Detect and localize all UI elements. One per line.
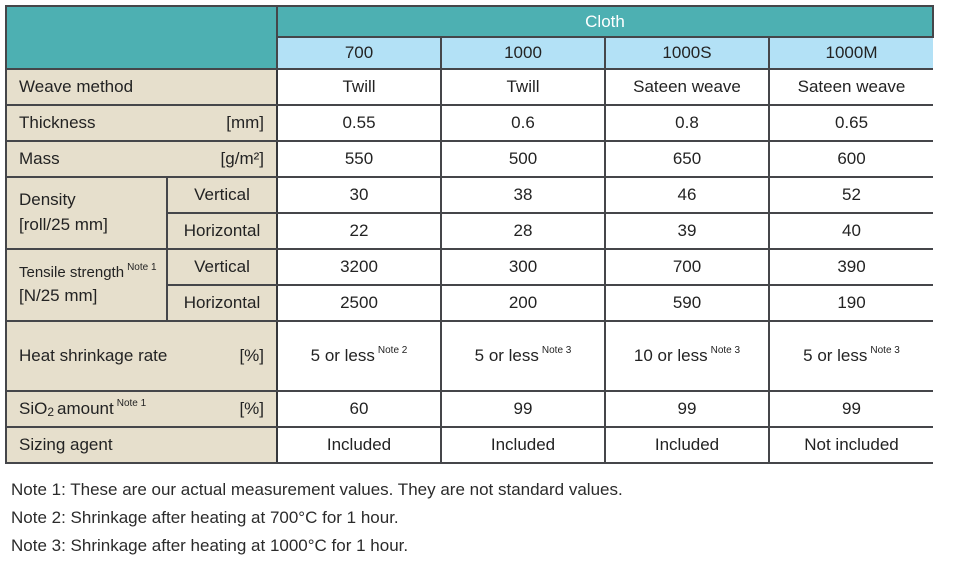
label-text: SiO2 amount Note 1: [19, 398, 147, 419]
label-text: Density: [19, 190, 76, 210]
row-label-density: Density [roll/25 mm]: [5, 176, 168, 250]
note-ref: Note 1: [127, 261, 157, 273]
cell-mass-1000m: 600: [768, 140, 933, 178]
cell-density-v-1000: 38: [440, 176, 606, 214]
row-thickness: Thickness [mm] 0.55 0.6 0.8 0.65: [5, 104, 933, 142]
cell-tensile-h-1000m: 190: [768, 284, 933, 322]
cell-density-v-700: 30: [276, 176, 442, 214]
cell-tensile-h-700: 2500: [276, 284, 442, 322]
unit-text: [g/m²]: [220, 149, 264, 168]
group-header-cloth: Cloth: [276, 5, 934, 38]
note-ref: Note 3: [710, 345, 741, 357]
row-density-horizontal: Horizontal 22 28 39 40: [6, 212, 933, 250]
cell-sizing-1000s: Included: [604, 426, 770, 464]
cell-tensile-h-1000: 200: [440, 284, 606, 322]
cell-density-v-1000s: 46: [604, 176, 770, 214]
cell-tensile-v-700: 3200: [276, 248, 442, 286]
cell-thickness-1000s: 0.8: [604, 104, 770, 142]
sublabel-tensile-horizontal: Horizontal: [166, 284, 278, 322]
column-header-1000s: 1000S: [604, 36, 770, 70]
row-label-sio2: SiO2 amount Note 1 [%]: [5, 390, 278, 428]
corner-spacer: [5, 5, 278, 70]
note-ref: Note 2: [377, 345, 408, 357]
label-text: Sizing agent: [19, 435, 113, 454]
cell-density-v-1000m: 52: [768, 176, 933, 214]
label-text: Mass: [19, 149, 60, 168]
row-label-thickness: Thickness [mm]: [5, 104, 278, 142]
row-label-sizing-agent: Sizing agent: [5, 426, 278, 464]
cell-thickness-1000: 0.6: [440, 104, 606, 142]
cell-density-h-1000: 28: [440, 212, 606, 250]
cell-tensile-v-1000m: 390: [768, 248, 933, 286]
cloth-spec-table: Cloth 700 1000 1000S 1000M Weave method …: [5, 5, 934, 464]
label-text: Heat shrinkage rate: [19, 346, 168, 365]
row-label-mass: Mass [g/m²]: [5, 140, 278, 178]
label-text: Tensile strength Note 1: [19, 261, 157, 281]
footnote-3: Note 3: Shrinkage after heating at 1000°…: [11, 536, 409, 555]
column-header-700: 700: [276, 36, 442, 70]
cell-mass-700: 550: [276, 140, 442, 178]
cell-sizing-1000: Included: [440, 426, 606, 464]
unit-text: [mm]: [226, 113, 264, 132]
header-row-models: 700 1000 1000S 1000M: [6, 36, 933, 70]
row-sizing-agent: Sizing agent Included Included Included …: [5, 426, 933, 464]
sublabel-density-vertical: Vertical: [166, 176, 278, 214]
cell-weave-700: Twill: [276, 68, 442, 106]
row-label-weave-method: Weave method: [5, 68, 278, 106]
row-sio2-amount: SiO2 amount Note 1 [%] 60 99 99 99: [5, 390, 933, 428]
row-heat-shrinkage: Heat shrinkage rate [%] 5 or less Note 2 …: [5, 320, 933, 392]
cell-tensile-v-1000: 300: [440, 248, 606, 286]
footnote-2: Note 2: Shrinkage after heating at 700°C…: [11, 508, 399, 527]
cell-sizing-1000m: Not included: [768, 426, 933, 464]
sublabel-density-horizontal: Horizontal: [166, 212, 278, 250]
cell-tensile-v-1000s: 700: [604, 248, 770, 286]
cell-sio2-700: 60: [276, 390, 442, 428]
note-ref: Note 1: [116, 398, 147, 410]
row-weave-method: Weave method Twill Twill Sateen weave Sa…: [5, 68, 933, 106]
row-label-heat-shrinkage: Heat shrinkage rate [%]: [5, 320, 278, 392]
cell-sizing-700: Included: [276, 426, 442, 464]
subscript-2: 2: [47, 405, 55, 419]
column-header-1000m: 1000M: [768, 36, 933, 70]
unit-text: [roll/25 mm]: [19, 215, 108, 234]
cell-density-h-1000m: 40: [768, 212, 933, 250]
cell-sio2-1000m: 99: [768, 390, 933, 428]
cell-mass-1000s: 650: [604, 140, 770, 178]
cell-weave-1000m: Sateen weave: [768, 68, 933, 106]
cell-heat-1000m: 5 or less Note 3: [768, 320, 933, 392]
cell-density-h-1000s: 39: [604, 212, 770, 250]
row-tensile-vertical: Tensile strength Note 1 [N/25 mm] Vertica…: [5, 248, 933, 322]
cell-heat-1000s: 10 or less Note 3: [604, 320, 770, 392]
cell-mass-1000: 500: [440, 140, 606, 178]
cell-heat-700: 5 or less Note 2: [276, 320, 442, 392]
row-tensile-horizontal: Horizontal 2500 200 590 190: [6, 284, 933, 322]
cell-tensile-h-1000s: 590: [604, 284, 770, 322]
column-header-1000: 1000: [440, 36, 606, 70]
row-label-tensile: Tensile strength Note 1 [N/25 mm]: [5, 248, 168, 322]
cell-heat-1000: 5 or less Note 3: [440, 320, 606, 392]
cell-sio2-1000: 99: [440, 390, 606, 428]
footnote-1: Note 1: These are our actual measurement…: [11, 480, 623, 499]
cell-thickness-700: 0.55: [276, 104, 442, 142]
header-row-cloth: Cloth: [5, 5, 934, 70]
cell-sio2-1000s: 99: [604, 390, 770, 428]
label-text: Thickness: [19, 113, 96, 132]
row-mass: Mass [g/m²] 550 500 650 600: [5, 140, 933, 178]
unit-text: [%]: [239, 346, 264, 365]
row-density-vertical: Density [roll/25 mm] Vertical 30 38 46 5…: [5, 176, 933, 250]
unit-text: [N/25 mm]: [19, 285, 98, 305]
footnotes: Note 1: These are our actual measurement…: [11, 476, 960, 560]
cell-weave-1000s: Sateen weave: [604, 68, 770, 106]
cell-thickness-1000m: 0.65: [768, 104, 933, 142]
note-ref: Note 3: [541, 345, 572, 357]
cell-weave-1000: Twill: [440, 68, 606, 106]
unit-text: [%]: [239, 399, 264, 418]
note-ref: Note 3: [870, 345, 900, 357]
cell-density-h-700: 22: [276, 212, 442, 250]
sublabel-tensile-vertical: Vertical: [166, 248, 278, 286]
label-text: Weave method: [19, 77, 134, 96]
